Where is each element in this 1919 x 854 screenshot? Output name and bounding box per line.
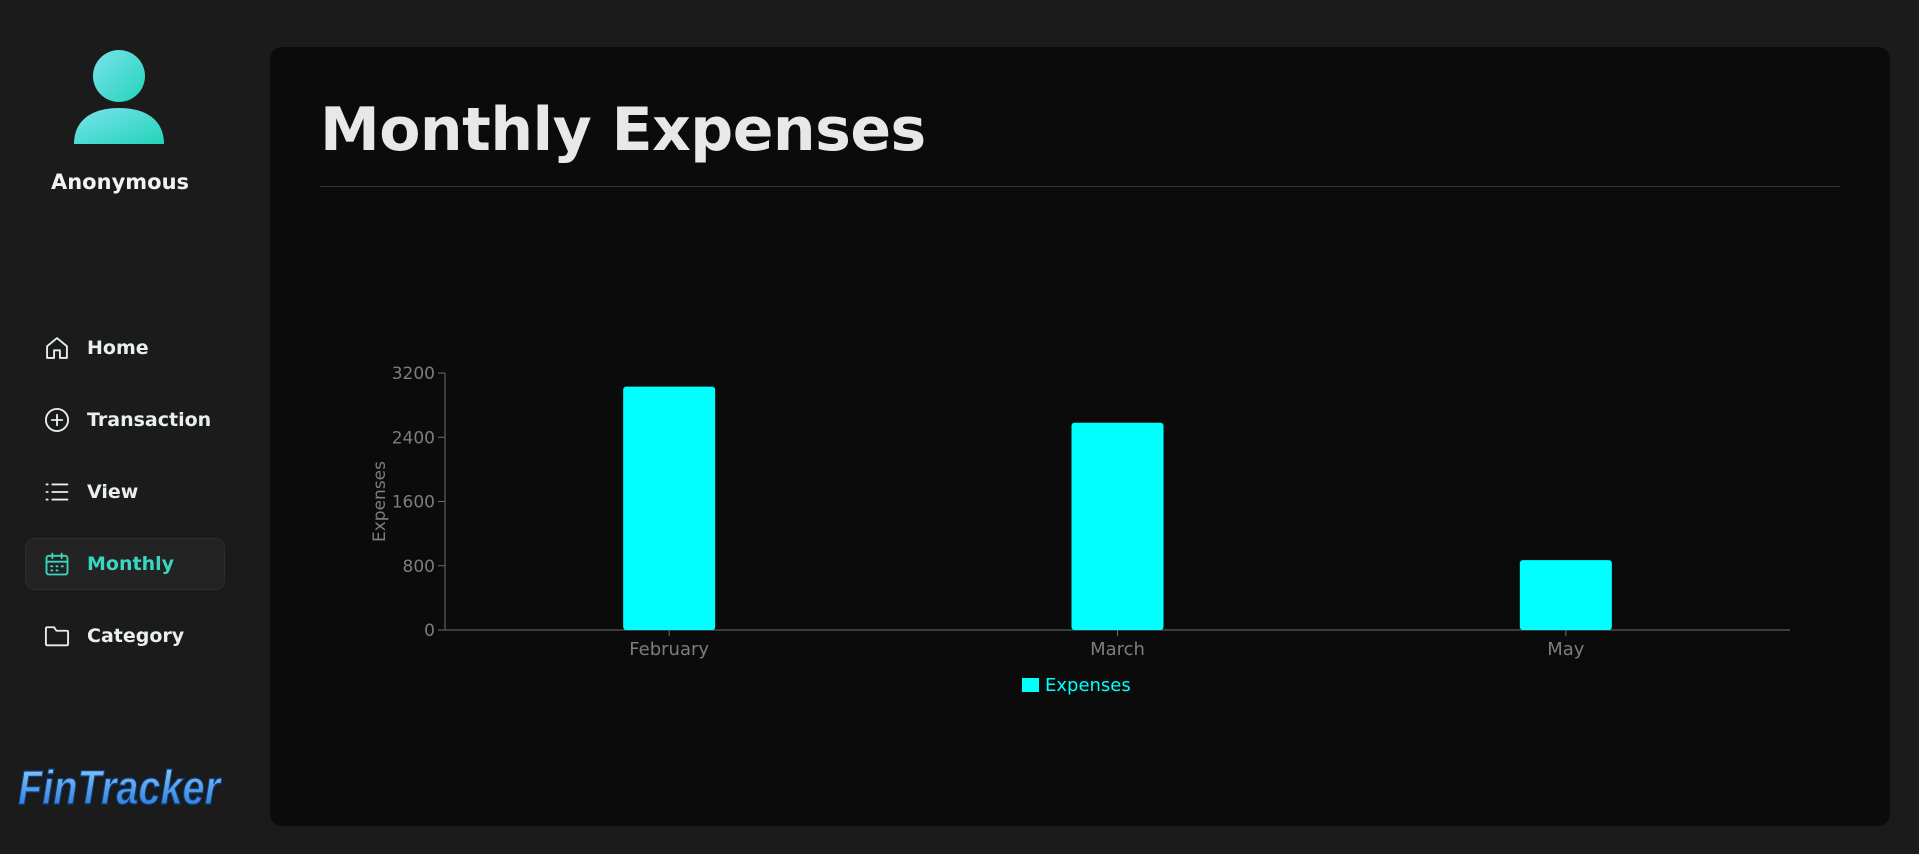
title-divider: [320, 186, 1840, 187]
y-tick-label: 800: [403, 557, 435, 577]
bar-february: [623, 386, 716, 630]
y-tick-label: 2400: [392, 428, 435, 448]
sidebar-item-label: Home: [87, 337, 149, 359]
folder-icon: [42, 621, 72, 651]
legend-swatch: [1022, 678, 1039, 692]
sidebar-item-label: Category: [87, 625, 185, 647]
page-title: Monthly Expenses: [320, 95, 926, 165]
plus-circle-icon: [42, 405, 72, 435]
sidebar-item-view[interactable]: View: [25, 466, 225, 518]
sidebar-item-monthly[interactable]: Monthly: [25, 538, 225, 590]
sidebar: Anonymous Home Transaction: [0, 0, 250, 854]
bar-march: [1071, 422, 1164, 630]
legend-label: Expenses: [1045, 675, 1131, 696]
y-tick-label: 3200: [392, 364, 435, 384]
sidebar-item-label: View: [87, 481, 139, 503]
y-tick-label: 1600: [392, 493, 435, 513]
user-name: Anonymous: [50, 170, 190, 194]
expenses-bar-chart: 0 800 1600 2400 3200 Expenses February March May…: [370, 364, 1790, 696]
app-logo: FinTracker: [17, 760, 228, 815]
sidebar-item-transaction[interactable]: Transaction: [25, 394, 225, 446]
list-icon: [42, 477, 72, 507]
main-panel: Monthly Expenses 0 800 1600 2400 3200 Expense…: [270, 47, 1890, 826]
sidebar-item-home[interactable]: Home: [25, 322, 225, 374]
sidebar-item-category[interactable]: Category: [25, 610, 225, 662]
bar-may: [1519, 560, 1612, 630]
sidebar-item-label: Monthly: [87, 553, 174, 575]
x-tick-label: March: [1090, 639, 1145, 660]
y-tick-label: 0: [424, 621, 435, 641]
sidebar-item-label: Transaction: [87, 409, 212, 431]
y-axis-label: Expenses: [370, 461, 390, 542]
calendar-icon: [42, 549, 72, 579]
x-tick-label: February: [629, 639, 709, 660]
x-tick-label: May: [1547, 639, 1585, 660]
sidebar-nav: Home Transaction View: [25, 322, 225, 682]
user-avatar-icon: [70, 50, 168, 144]
svg-text:FinTracker: FinTracker: [18, 762, 222, 812]
home-icon: [42, 333, 72, 363]
